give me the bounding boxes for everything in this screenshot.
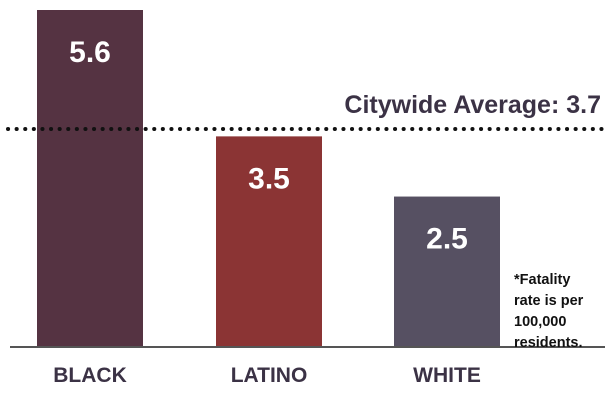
bar-value-label: 3.5 [248, 162, 290, 195]
citywide-average-label: Citywide Average: 3.7 [344, 91, 601, 119]
category-label: BLACK [53, 364, 127, 387]
bar-value-label: 2.5 [426, 223, 468, 256]
footnote-line: *Fatality [514, 272, 570, 288]
category-label: WHITE [413, 364, 481, 387]
footnote: *Fatality rate is per 100,000 residents. [514, 272, 587, 351]
bar-latino [216, 136, 322, 347]
category-label: LATINO [231, 364, 308, 387]
bar-white [394, 196, 500, 347]
footnote-line: 100,000 [514, 314, 566, 330]
footnote-line: rate is per [514, 293, 584, 309]
bar-value-label: 5.6 [69, 36, 111, 69]
bar-black [37, 10, 143, 347]
labels-layer: BLACK LATINO WHITE [53, 364, 481, 387]
bars-layer: 5.6 3.5 2.5 [37, 10, 500, 347]
footnote-line: residents. [514, 335, 583, 351]
